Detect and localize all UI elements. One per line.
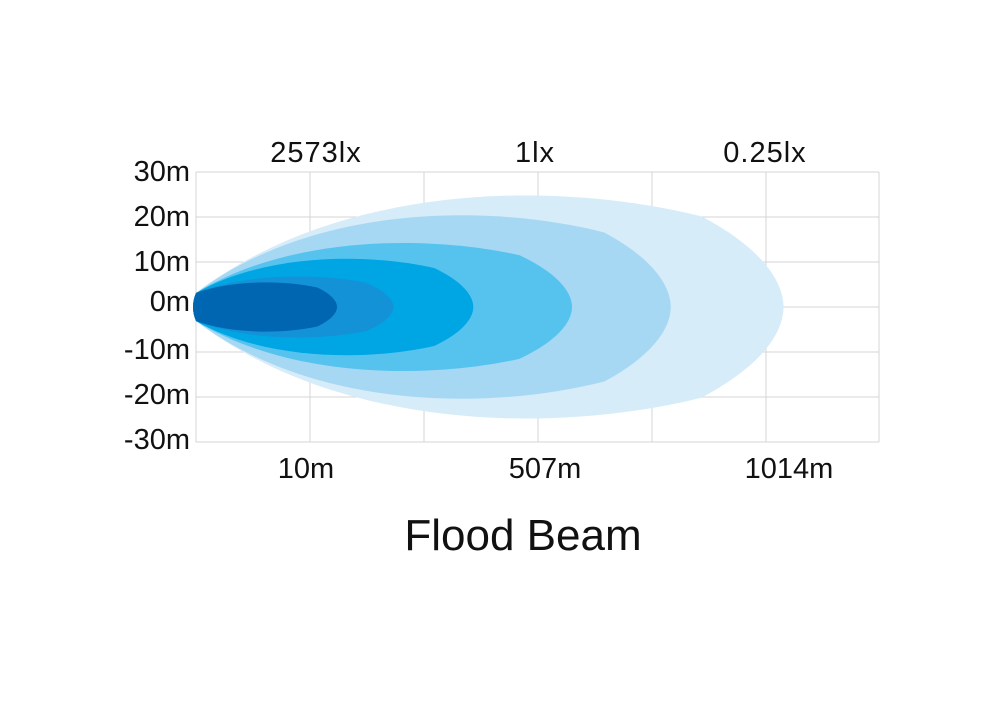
chart-title: Flood Beam — [404, 511, 641, 560]
x-tick-label: 10m — [278, 453, 334, 485]
y-tick-label: -10m — [124, 334, 190, 366]
y-tick-label: -20m — [124, 379, 190, 411]
y-tick-label: 10m — [134, 246, 190, 278]
beam-contour-level-6 — [193, 282, 337, 332]
y-tick-label: 30m — [134, 156, 190, 188]
x-tick-label: 507m — [509, 453, 582, 485]
x-tick-label: 1014m — [745, 453, 834, 485]
lux-label: 1lx — [515, 137, 555, 169]
y-tick-label: 0m — [150, 286, 190, 318]
lux-labels: 2573lx 1lx 0.25lx — [270, 137, 806, 169]
y-tick-label: -30m — [124, 424, 190, 456]
y-tick-label: 20m — [134, 201, 190, 233]
y-axis: 30m 20m 10m 0m -10m -20m -30m — [124, 156, 190, 456]
lux-label: 0.25lx — [723, 137, 806, 169]
lux-label: 2573lx — [270, 137, 361, 169]
x-axis: 10m 507m 1014m — [278, 453, 834, 485]
beam-contours — [193, 195, 784, 419]
